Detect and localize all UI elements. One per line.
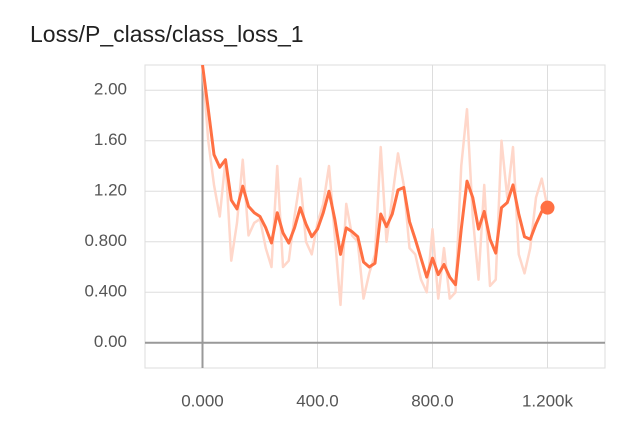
y-tick-label: 1.20 xyxy=(94,181,127,200)
y-tick-label: 0.00 xyxy=(94,332,127,351)
line-series xyxy=(201,65,549,307)
y-tick-label: 1.60 xyxy=(94,130,127,149)
x-tick-label: 800.0 xyxy=(411,391,454,410)
plot-border xyxy=(144,64,606,369)
y-tick-label: 0.800 xyxy=(84,231,127,250)
line-series xyxy=(201,65,549,287)
x-tick-label: 0.000 xyxy=(181,391,224,410)
end-point xyxy=(540,200,555,215)
y-tick-label: 0.400 xyxy=(84,282,127,301)
x-tick-label: 400.0 xyxy=(296,391,339,410)
chart-title: Loss/P_class/class_loss_1 xyxy=(30,21,304,47)
plot-area xyxy=(201,65,549,307)
x-tick-label: 1.200k xyxy=(522,391,574,410)
y-tick-label: 2.00 xyxy=(94,80,127,99)
